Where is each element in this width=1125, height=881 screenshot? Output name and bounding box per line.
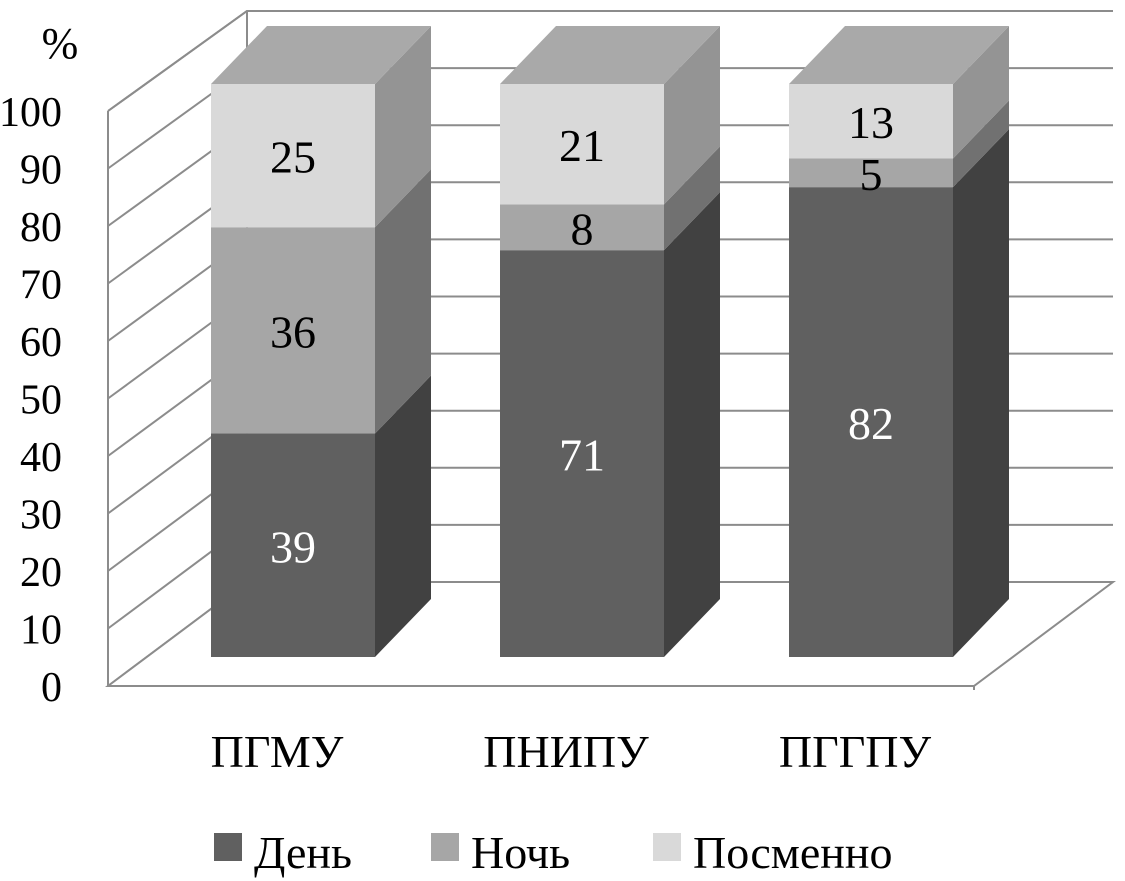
bar-front [500, 250, 664, 658]
y-tick-label: 80 [20, 205, 62, 251]
bar-front [211, 227, 375, 434]
bar-value-label: 5 [860, 149, 883, 200]
bar-value-label: 8 [571, 203, 594, 254]
bar-value-label: 36 [270, 306, 316, 357]
y-tick-label: 90 [20, 148, 62, 194]
legend-label: Ночь [471, 827, 570, 878]
legend-label: Посменно [693, 827, 893, 878]
bar-segment: 13 [789, 26, 1009, 159]
y-axis-unit-label: % [42, 19, 79, 68]
bar-value-label: 25 [270, 132, 316, 183]
bar-side [953, 129, 1009, 657]
bar-segment: 71 [500, 192, 720, 658]
y-tick-label: 70 [20, 263, 62, 309]
legend-swatch [653, 833, 681, 861]
bar-segment: 82 [789, 129, 1009, 657]
bar-front [789, 84, 953, 159]
bar-segment: 25 [211, 26, 431, 228]
bar-top [500, 26, 720, 84]
y-tick-label: 60 [20, 320, 62, 366]
x-tick-label: ПГМУ [211, 726, 344, 777]
legend-item: Ночь [431, 827, 570, 878]
bar-value-label: 82 [848, 398, 894, 449]
y-tick-label: 30 [20, 493, 62, 539]
bar-segment: 36 [211, 169, 431, 434]
y-axis-tick-labels: 0 10 20 30 40 50 60 70 80 90 100 [0, 90, 62, 711]
y-tick-label: 10 [20, 608, 62, 654]
legend-item: День [214, 827, 352, 878]
bar-segment: 39 [211, 375, 431, 657]
bar-side [375, 169, 431, 434]
y-tick-label: 40 [20, 435, 62, 481]
bar-side [664, 146, 720, 251]
y-tick-label: 100 [0, 90, 62, 136]
bar-segment: 5 [789, 100, 1009, 200]
bar-side [664, 26, 720, 205]
y-tick-label: 0 [41, 665, 62, 711]
bar-value-label: 39 [270, 521, 316, 572]
x-tick-label: ПНИПУ [483, 726, 649, 777]
bar-top [211, 26, 431, 84]
bar-value-label: 71 [559, 430, 605, 481]
legend-item: Посменно [653, 827, 893, 878]
x-axis-tick-labels: ПГМУ ПНИПУ ПГГПУ [211, 726, 932, 777]
bar-top [789, 26, 1009, 84]
y-tick-label: 50 [20, 378, 62, 424]
bar-side [664, 192, 720, 658]
bar-front [211, 84, 375, 228]
y-tick-label: 20 [20, 550, 62, 596]
bar-front [789, 158, 953, 188]
bar-front [211, 433, 375, 657]
legend: День Ночь Посменно [214, 827, 893, 878]
bar-segment: 21 [500, 26, 720, 205]
x-tick-label: ПГГПУ [779, 726, 932, 777]
bar-side [953, 26, 1009, 159]
bar-front [500, 204, 664, 251]
bars: 39 36 25 71 8 21 82 513 [211, 26, 1009, 658]
bar-side [375, 26, 431, 228]
bar-front [789, 187, 953, 657]
bar-side [953, 100, 1009, 188]
bar-front [500, 84, 664, 205]
bar-segment: 8 [500, 146, 720, 254]
bar-value-label: 21 [559, 120, 605, 171]
legend-swatch [431, 833, 459, 861]
legend-swatch [214, 833, 242, 861]
legend-label: День [254, 827, 352, 878]
bar-side [375, 375, 431, 657]
bar-value-label: 13 [848, 97, 894, 148]
